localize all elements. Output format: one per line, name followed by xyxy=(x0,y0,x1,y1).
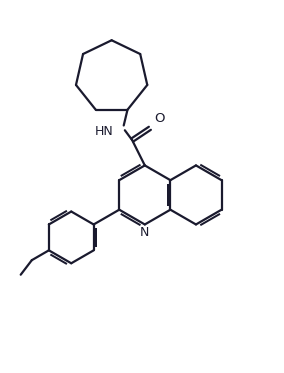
Text: N: N xyxy=(140,226,149,239)
Text: HN: HN xyxy=(94,125,113,138)
Text: O: O xyxy=(154,112,164,125)
